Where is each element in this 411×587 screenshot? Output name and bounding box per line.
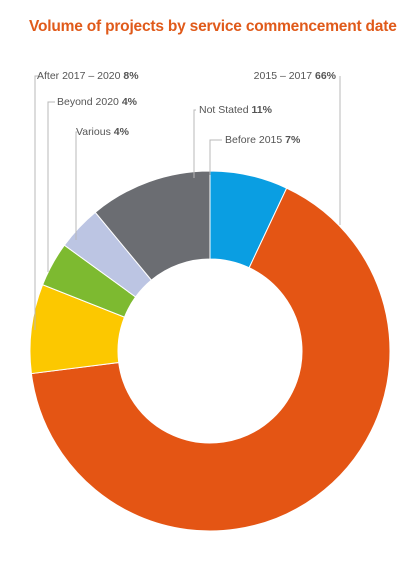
label-value: 4% [114,126,130,138]
slice-labels: Before 2015 7% 2015 – 2017 66% After 2017 … [37,70,337,146]
leader-line-various [75,131,78,240]
label-value: 66% [315,70,337,82]
label-value: 7% [285,134,301,146]
label-name: Various [76,126,114,138]
label-value: 4% [122,96,138,108]
label-value: 11% [252,104,273,116]
label-name: Not Stated [199,104,252,116]
label-name: Beyond 2020 [57,96,122,108]
leader-line-before-2015 [209,139,222,175]
label-value: 8% [123,70,139,82]
label-before-2015: Before 2015 7% [225,134,301,146]
label-various: Various 4% [76,126,130,138]
leader-lines [34,75,341,330]
leader-line-beyond-2020 [47,101,55,272]
leader-line-not-stated [193,109,196,178]
label-name: 2015 – 2017 [254,70,315,82]
slice-2015-2017 [30,187,391,532]
label-name: After 2017 – 2020 [37,70,123,82]
chart-title: Volume of projects by service commenceme… [29,18,397,35]
label-2015-2017: 2015 – 2017 66% [254,70,337,82]
label-beyond-2020: Beyond 2020 4% [57,96,138,108]
label-not-stated: Not Stated 11% [199,104,273,116]
label-after-2017-2020: After 2017 – 2020 8% [37,70,139,82]
leader-line-after-2017-2020 [34,75,38,330]
donut-slices [29,170,391,532]
label-name: Before 2015 [225,134,285,146]
